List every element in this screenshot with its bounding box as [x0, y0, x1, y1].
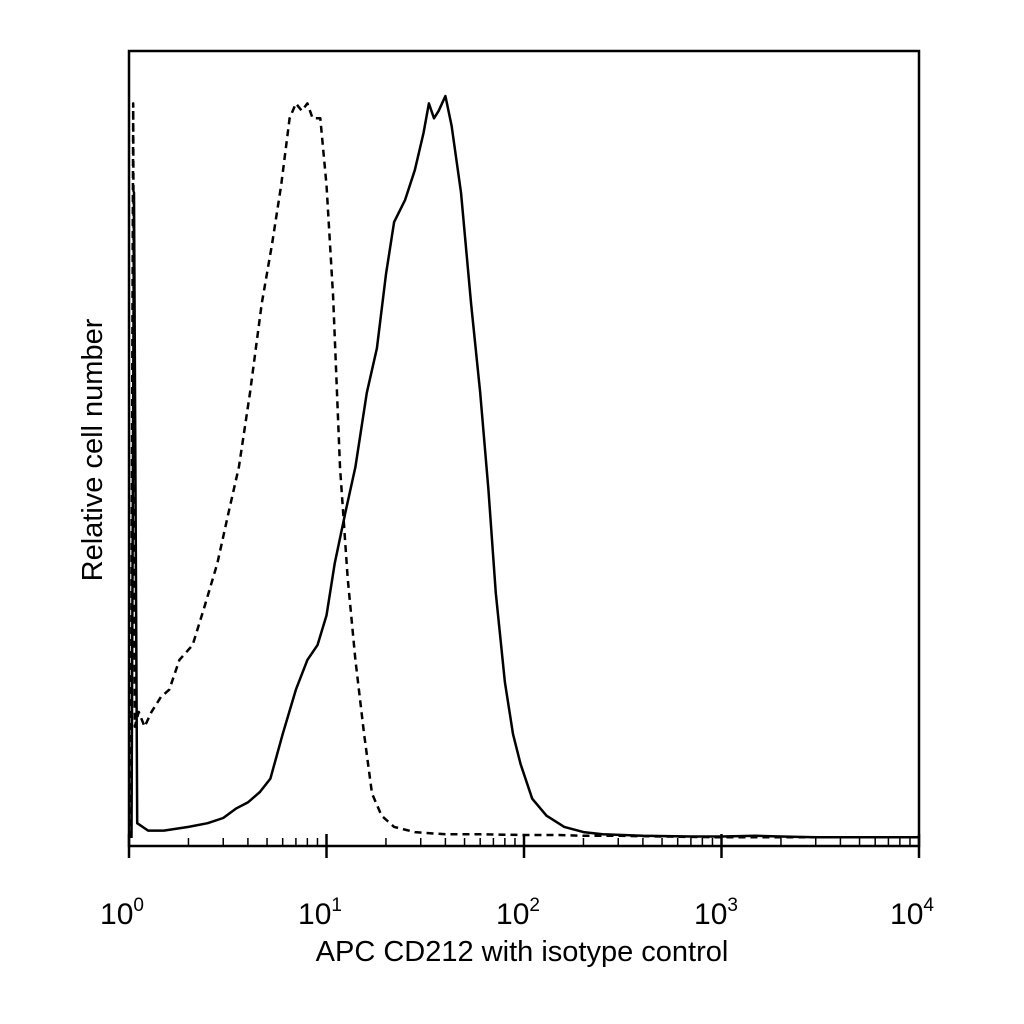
x-axis-minor-ticks — [187, 838, 911, 846]
x-axis-major-ticks — [127, 834, 921, 858]
x-tick-label-0: 100 — [100, 895, 144, 931]
x-tick-labels: 100 101 102 103 104 — [100, 895, 934, 931]
x-tick-label-1: 101 — [298, 895, 342, 931]
x-tick-label-2: 102 — [496, 895, 540, 931]
plot-frame — [127, 49, 921, 848]
isotype-control-curve — [129, 102, 919, 839]
cd212-stained-curve — [130, 94, 919, 839]
series-layer — [129, 94, 919, 839]
x-tick-label-3: 103 — [694, 895, 738, 931]
x-axis-label: APC CD212 with isotype control — [316, 936, 729, 968]
x-tick-label-4: 104 — [890, 895, 934, 931]
y-axis-label: Relative cell number — [77, 318, 109, 581]
